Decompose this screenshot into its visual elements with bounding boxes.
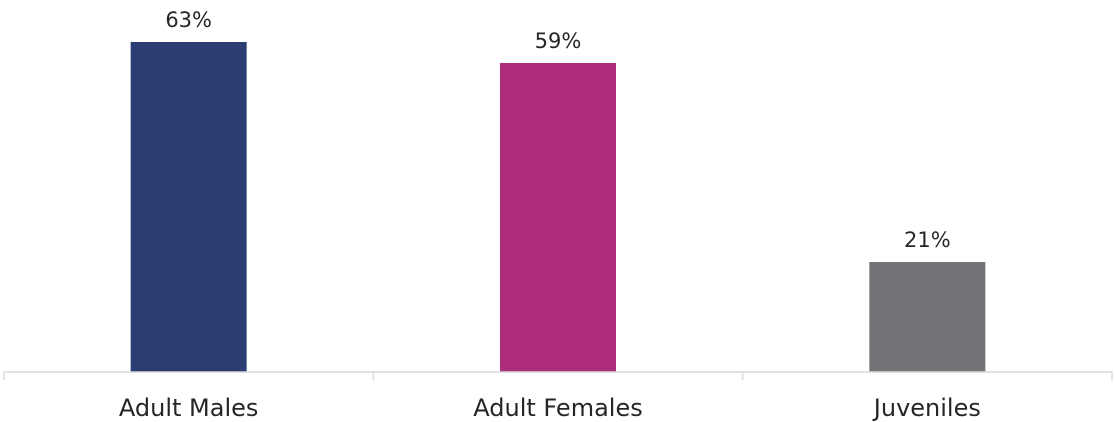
bar-juveniles xyxy=(869,262,986,372)
x-axis-labels-group: Adult Males Adult Females Juveniles xyxy=(119,394,981,422)
x-tick-label: Adult Males xyxy=(119,394,259,422)
x-axis-ticks-group xyxy=(3,372,1113,380)
x-tick-label: Juveniles xyxy=(872,394,981,422)
bars-group xyxy=(130,42,986,372)
x-tick-label: Adult Females xyxy=(473,394,642,422)
data-labels-group: 63% 59% 21% xyxy=(165,8,950,252)
bar-adult-males xyxy=(130,42,247,372)
data-label: 63% xyxy=(165,8,212,32)
data-label: 21% xyxy=(904,228,951,252)
data-label: 59% xyxy=(535,29,582,53)
bar-adult-females xyxy=(500,62,616,372)
